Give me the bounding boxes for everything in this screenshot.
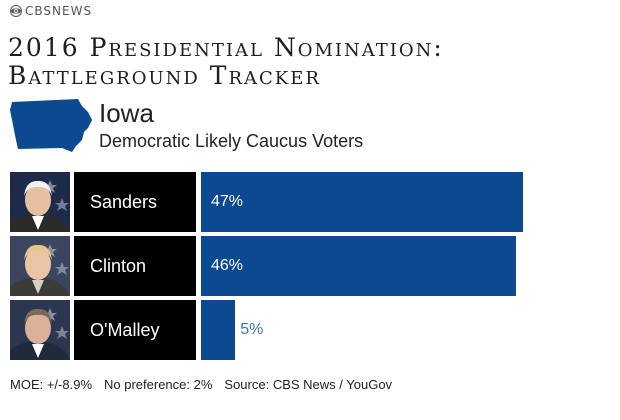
candidate-name: O'Malley [74,300,196,360]
chart-subtitle: Democratic Likely Caucus Voters [99,131,364,151]
brand-logo: CBSNEWS [10,4,92,18]
bar-value-label: 47% [211,193,244,210]
candidate-name: Sanders [74,172,196,232]
candidate-row: Clinton 46% [0,236,620,296]
candidate-name: Clinton [74,236,196,296]
bar-value-label: 5% [240,321,264,338]
candidate-row: Sanders 47% [0,172,620,232]
candidate-photo [10,172,70,232]
moe-text: MOE: +/-8.9% [10,377,92,392]
chart-title: 2016 Presidential Nomination: Battlegrou… [8,34,608,90]
no-preference-text: No preference: 2% [104,377,213,392]
bar-value-label: 46% [211,257,244,274]
candidate-photo [10,300,70,360]
cbs-eye-icon [10,5,22,17]
bar [201,236,517,296]
bar [201,300,236,360]
bar [201,172,523,232]
candidate-row: O'Malley 5% [0,300,620,360]
iowa-map-icon [10,99,92,152]
footer: MOE: +/-8.9% No preference: 2% Source: C… [10,377,392,392]
brand-name: CBSNEWS [25,4,93,18]
state-name: Iowa [99,98,154,128]
title-line-1: 2016 Presidential Nomination: [8,33,444,62]
title-line-2: Battleground Tracker [8,61,321,90]
source-text: Source: CBS News / YouGov [224,377,393,392]
candidate-photo [10,236,70,296]
